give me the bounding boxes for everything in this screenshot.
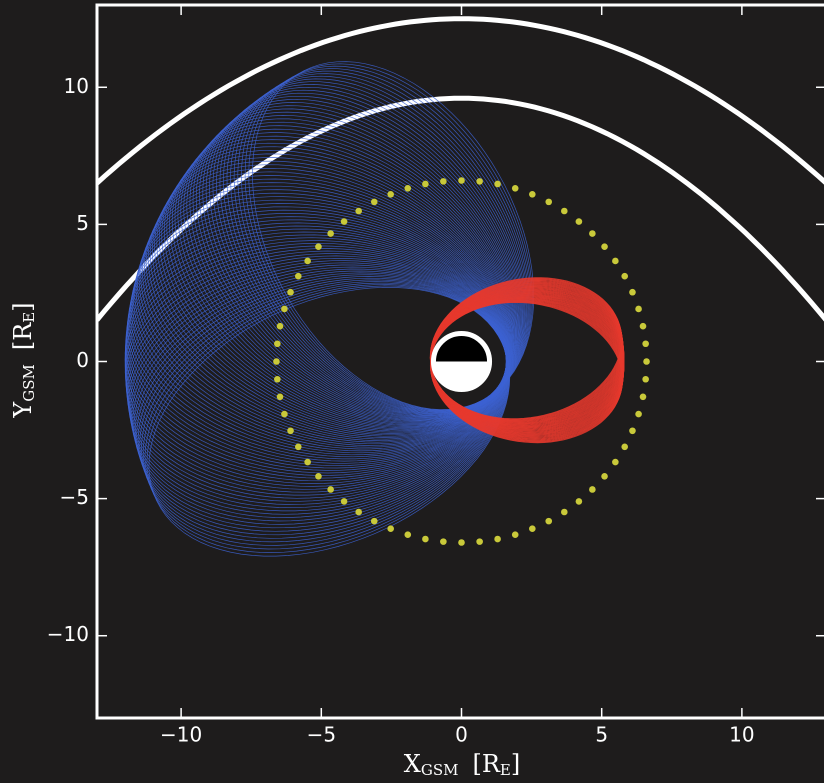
geo-dot xyxy=(315,243,322,250)
y-tick-label: −5 xyxy=(60,485,89,509)
axis-label-part: [R xyxy=(9,322,37,350)
geo-dot xyxy=(273,358,280,365)
x-tick-label: 0 xyxy=(455,723,468,747)
geo-dot xyxy=(511,185,519,192)
x-tick-label: −10 xyxy=(160,723,202,747)
plot-area xyxy=(97,16,824,557)
geo-dot xyxy=(643,358,650,365)
x-tick-label: 10 xyxy=(729,723,754,747)
geo-dot xyxy=(612,458,619,466)
geo-dot xyxy=(621,443,629,451)
geo-dot xyxy=(545,517,553,525)
geo-dot xyxy=(601,473,608,480)
magnetopause xyxy=(97,16,824,185)
geo-dot xyxy=(387,525,394,533)
axis-label-part: E xyxy=(20,312,38,323)
geo-dot xyxy=(635,410,642,418)
y-tick-label: −10 xyxy=(47,622,89,646)
orbit-band xyxy=(124,61,534,557)
geo-dot xyxy=(404,531,412,538)
geo-dot xyxy=(274,340,281,348)
geo-dot xyxy=(304,458,311,466)
geo-dot xyxy=(601,243,608,250)
geo-dot xyxy=(589,486,596,493)
geo-dot xyxy=(327,230,334,237)
geo-dot xyxy=(458,539,465,546)
geo-dot xyxy=(340,498,348,505)
geo-dot xyxy=(635,305,642,313)
geo-dot xyxy=(387,190,394,198)
geo-dot xyxy=(355,508,362,516)
geo-dot xyxy=(639,322,647,330)
y-tick-label: 5 xyxy=(76,211,89,235)
geo-dot xyxy=(511,531,519,538)
geo-dot xyxy=(274,375,281,383)
geo-dot xyxy=(575,218,583,225)
geo-dot xyxy=(529,190,536,198)
x-tick-label: 5 xyxy=(595,723,608,747)
geo-dot xyxy=(340,218,348,225)
geo-dot xyxy=(315,473,322,480)
geo-dot xyxy=(287,288,294,296)
geo-dot xyxy=(422,535,429,543)
geo-dot xyxy=(545,198,553,206)
x-axis-label: XGSM [RE] xyxy=(404,750,520,780)
geo-dot xyxy=(529,525,536,533)
geo-dot xyxy=(575,498,583,505)
geo-dot xyxy=(639,393,647,401)
axis-label-part: GSM xyxy=(20,364,38,402)
y-tick-label: 10 xyxy=(64,74,89,98)
axis-label-part: ] xyxy=(9,302,37,311)
geo-dot xyxy=(440,178,447,185)
geo-dot xyxy=(589,230,596,237)
geo-dot xyxy=(370,198,378,206)
y-tick-label: 0 xyxy=(76,348,89,372)
geo-dot xyxy=(355,207,362,215)
geo-dot xyxy=(476,538,483,545)
axis-label-part: ] xyxy=(511,750,520,778)
geo-dot xyxy=(422,180,429,188)
axis-label-part: E xyxy=(500,761,511,779)
geo-dot xyxy=(287,427,294,435)
geo-dot xyxy=(561,508,568,516)
geo-dot xyxy=(642,375,649,383)
geo-dot xyxy=(561,207,568,215)
geo-dot xyxy=(629,288,636,296)
y-axis-label: YGSM [RE] xyxy=(9,302,39,418)
geo-dot xyxy=(629,427,636,435)
geo-dot xyxy=(458,177,465,184)
axis-label-part: GSM xyxy=(421,761,459,779)
geo-dot xyxy=(281,305,288,313)
geo-dot xyxy=(370,517,378,525)
axis-label-part: Y xyxy=(9,401,37,419)
geo-dot xyxy=(612,257,619,265)
geo-dot xyxy=(476,178,483,185)
geo-dot xyxy=(440,538,447,545)
earth-dayside xyxy=(433,361,490,390)
axis-label-part: [R xyxy=(472,750,500,778)
x-tick-label: −5 xyxy=(307,723,336,747)
geo-dot xyxy=(281,410,288,418)
orbit xyxy=(148,287,511,557)
geo-dot xyxy=(276,393,284,401)
orbit xyxy=(429,277,623,419)
orbit-band xyxy=(429,277,625,444)
geo-dot xyxy=(276,322,284,330)
geo-dot xyxy=(294,443,302,451)
axis-label-part: X xyxy=(404,750,421,778)
geo-dot xyxy=(304,257,311,265)
orbit xyxy=(131,268,508,518)
geo-dot xyxy=(327,486,334,493)
geo-dot xyxy=(621,272,629,280)
geo-dot xyxy=(404,185,412,192)
geo-dot xyxy=(642,340,649,348)
geo-dot xyxy=(494,535,501,543)
geo-dot xyxy=(294,272,302,280)
geo-dot xyxy=(494,180,501,188)
